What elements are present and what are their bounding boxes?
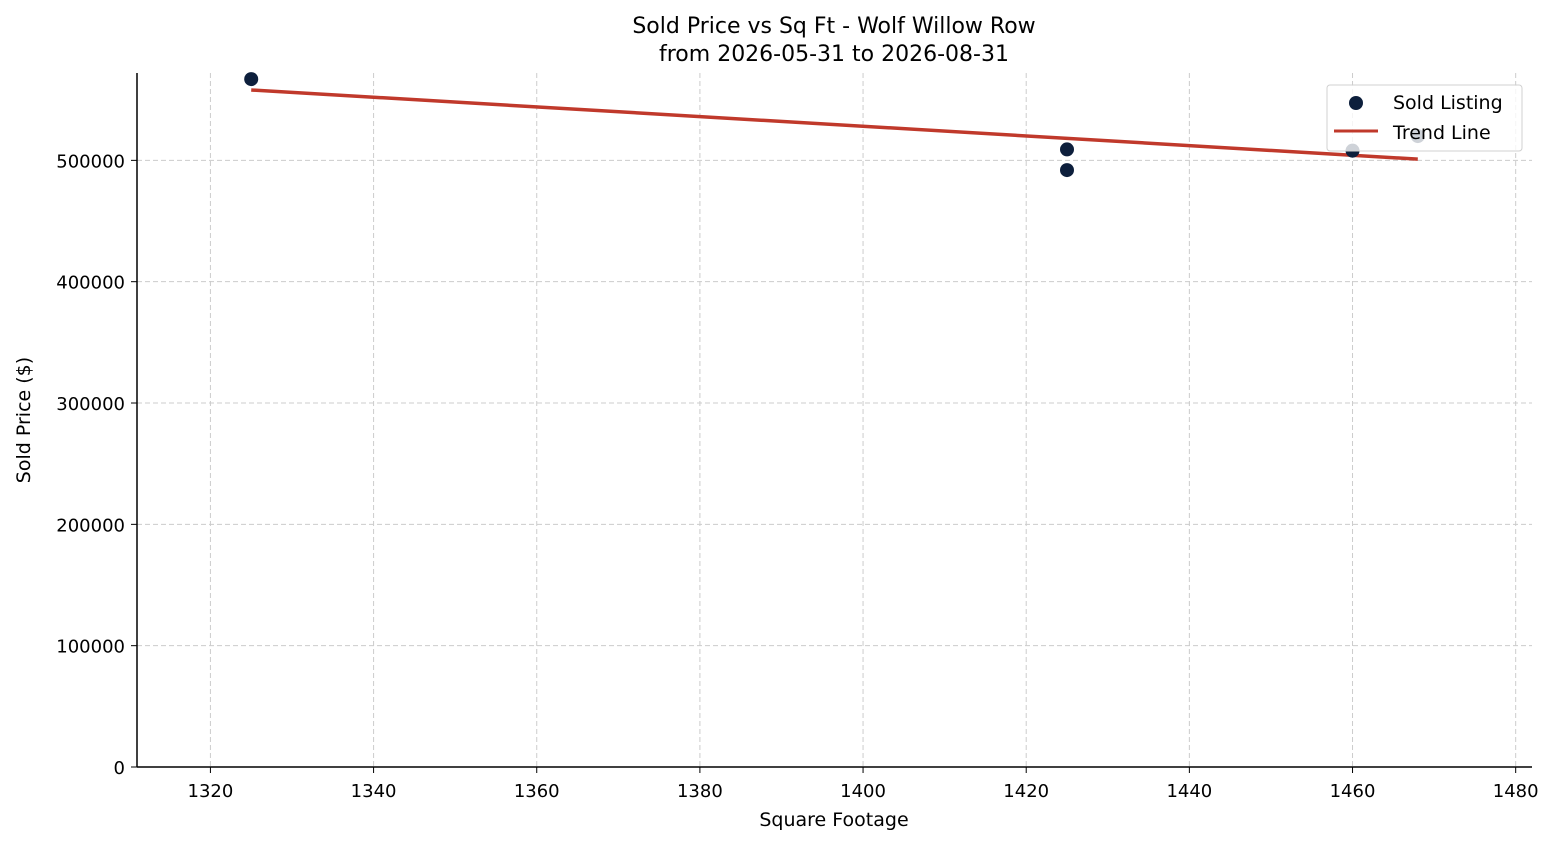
axes [131,73,1532,773]
x-tick-label: 1320 [188,781,234,802]
scatter-point [244,72,259,87]
legend-label-trend-line: Trend Line [1392,122,1491,144]
scatter-point [1060,163,1074,178]
y-tick-label: 100000 [56,637,125,658]
y-tick-label: 300000 [56,394,125,415]
y-tick-label: 0 [114,758,125,779]
tick-labels: 1320 1340 1360 1380 1400 1420 1440 1460 1480 0 100… [56,151,1538,802]
x-tick-label: 1460 [1330,781,1376,802]
x-tick-label: 1420 [1003,781,1049,802]
chart-subtitle: from 2026-05-31 to 2026-08-31 [659,42,1009,67]
trend-line-layer [251,88,1418,161]
legend: Sold Listing Trend Line [1326,84,1523,152]
x-tick-label: 1340 [351,781,397,802]
chart-title: Sold Price vs Sq Ft - Wolf Willow Row [632,14,1035,39]
y-axis-label: Sold Price ($) [13,357,35,483]
trend-line [251,88,1418,161]
scatter-point [1060,142,1074,157]
x-tick-label: 1440 [1166,781,1212,802]
y-tick-label: 400000 [56,273,125,294]
x-axis-label: Square Footage [759,809,908,831]
x-tick-label: 1380 [677,781,723,802]
x-tick-label: 1360 [514,781,560,802]
legend-box [1326,84,1523,152]
x-tick-label: 1480 [1493,781,1539,802]
legend-scatter-marker [1349,96,1363,110]
x-tick-label: 1400 [840,781,886,802]
y-tick-label: 500000 [56,151,125,172]
grid-lines [137,73,1532,767]
legend-label-sold-listing: Sold Listing [1393,92,1503,114]
y-tick-label: 200000 [56,515,125,536]
